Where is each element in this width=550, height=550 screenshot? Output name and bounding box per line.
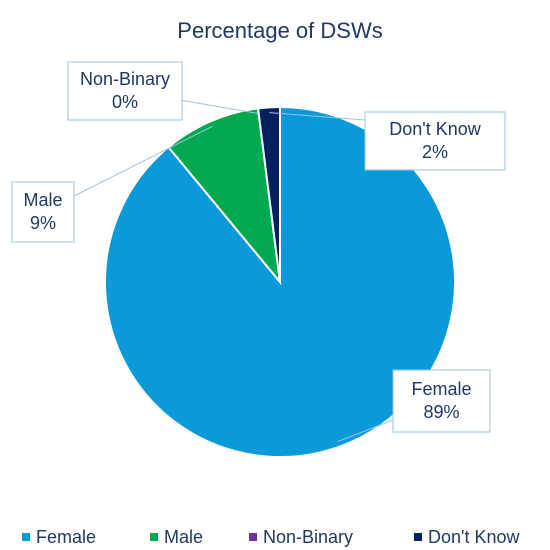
leader-line bbox=[73, 125, 213, 197]
label-box bbox=[11, 181, 75, 243]
pie-slice bbox=[167, 107, 282, 286]
label-box bbox=[392, 369, 491, 433]
label-box bbox=[67, 61, 183, 121]
data-label-name: Female bbox=[411, 379, 471, 399]
data-label: 89% bbox=[423, 402, 459, 422]
data-label-name: Male bbox=[23, 190, 62, 210]
data-label-name: Don't Know bbox=[389, 119, 481, 139]
legend-swatch bbox=[414, 533, 422, 541]
data-label: 0% bbox=[112, 92, 138, 112]
legend-swatch bbox=[249, 533, 257, 541]
data-label-name: Non-Binary bbox=[80, 69, 170, 89]
leader-line bbox=[269, 112, 366, 121]
leader-line bbox=[337, 419, 394, 443]
legend-swatch bbox=[150, 533, 158, 541]
leader-line bbox=[179, 99, 259, 115]
data-label: 2% bbox=[422, 142, 448, 162]
legend-swatch bbox=[22, 533, 30, 541]
legend-label: Male bbox=[164, 527, 203, 547]
data-label: 9% bbox=[30, 213, 56, 233]
legend-label: Non-Binary bbox=[263, 527, 353, 547]
pie-slice bbox=[256, 105, 281, 283]
legend-label: Female bbox=[36, 527, 96, 547]
legend-label: Don't Know bbox=[428, 527, 520, 547]
chart-title: Percentage of DSWs bbox=[177, 18, 382, 43]
label-box bbox=[364, 111, 506, 171]
